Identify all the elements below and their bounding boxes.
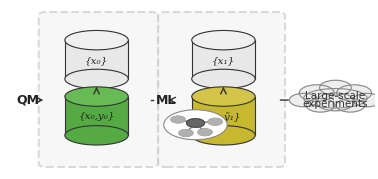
Text: ML: ML (156, 94, 177, 107)
Text: {x₀}: {x₀} (85, 56, 108, 65)
Circle shape (319, 80, 351, 95)
Text: Large-scale: Large-scale (305, 91, 366, 101)
Circle shape (179, 130, 193, 136)
Circle shape (187, 119, 204, 127)
Circle shape (337, 85, 372, 101)
Ellipse shape (65, 126, 128, 145)
Circle shape (336, 99, 365, 112)
Circle shape (290, 93, 318, 107)
Ellipse shape (304, 89, 367, 108)
Ellipse shape (65, 69, 128, 89)
Polygon shape (65, 96, 128, 135)
Ellipse shape (192, 69, 255, 89)
Ellipse shape (65, 30, 128, 50)
Ellipse shape (192, 126, 255, 145)
Circle shape (164, 110, 227, 140)
Circle shape (208, 118, 222, 125)
Circle shape (353, 93, 378, 107)
Circle shape (299, 85, 334, 101)
Text: QM: QM (16, 94, 39, 107)
Text: {x₁}: {x₁} (212, 56, 235, 65)
Text: experiments: experiments (303, 100, 368, 110)
Polygon shape (65, 40, 128, 79)
Polygon shape (192, 96, 255, 135)
Circle shape (198, 129, 212, 136)
Text: {x₀,y₀}: {x₀,y₀} (78, 112, 115, 121)
Circle shape (306, 99, 335, 112)
Circle shape (187, 119, 204, 127)
FancyBboxPatch shape (39, 12, 158, 167)
Ellipse shape (65, 87, 128, 106)
Circle shape (171, 116, 185, 123)
FancyBboxPatch shape (158, 12, 285, 167)
Circle shape (316, 93, 355, 111)
Text: {x₁,ỹ₁}: {x₁,ỹ₁} (205, 112, 242, 122)
Circle shape (208, 118, 222, 125)
Ellipse shape (192, 30, 255, 50)
Ellipse shape (192, 87, 255, 106)
Polygon shape (192, 40, 255, 79)
Circle shape (198, 129, 212, 136)
Circle shape (179, 130, 193, 136)
Circle shape (171, 116, 185, 123)
